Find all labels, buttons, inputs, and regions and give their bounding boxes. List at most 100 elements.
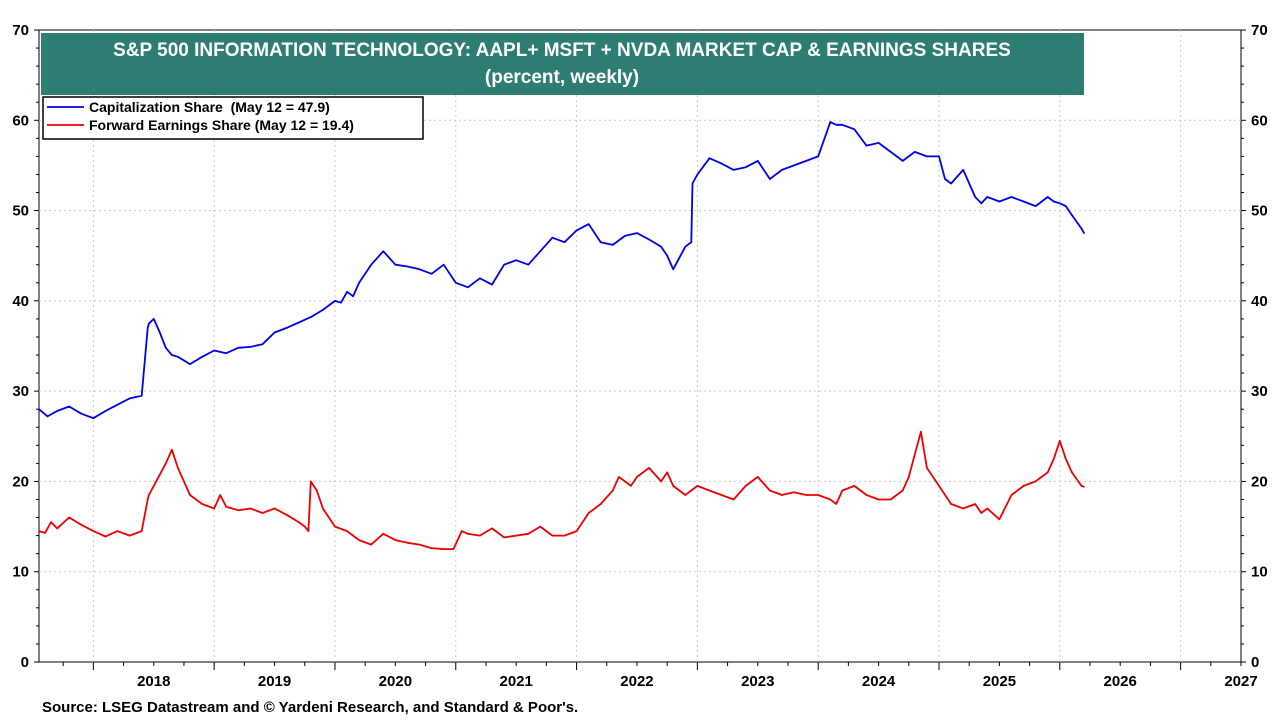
data-point — [1010, 494, 1013, 496]
data-point — [1080, 485, 1083, 487]
data-point — [1046, 471, 1049, 474]
y-tick-label-left: 20 — [12, 473, 29, 490]
data-point — [146, 327, 149, 329]
data-point — [128, 397, 131, 400]
data-point — [237, 347, 240, 349]
data-point — [189, 363, 191, 365]
y-tick-label-left: 70 — [12, 22, 29, 39]
data-point — [938, 485, 940, 487]
data-point — [1022, 200, 1025, 203]
data-point — [757, 476, 759, 478]
data-point — [1010, 196, 1013, 198]
x-tick-label: 2024 — [862, 673, 896, 690]
data-point — [148, 322, 150, 325]
data-point — [461, 530, 463, 532]
data-point — [1053, 200, 1055, 203]
data-point — [1053, 458, 1055, 460]
data-point — [1071, 471, 1073, 474]
data-point — [104, 535, 107, 538]
data-point — [146, 498, 149, 501]
chart-subtitle: (percent, weekly) — [485, 67, 639, 88]
data-point — [394, 539, 397, 541]
data-point — [116, 530, 119, 532]
y-tick-label-left: 0 — [21, 654, 29, 671]
data-point — [430, 273, 433, 275]
data-point — [599, 503, 602, 505]
data-point — [769, 178, 771, 180]
y-tick-label-right: 40 — [1251, 293, 1268, 310]
data-point — [986, 196, 989, 198]
x-tick-label: 2025 — [983, 673, 1016, 690]
data-point — [587, 512, 590, 514]
data-point — [452, 548, 455, 550]
data-point — [503, 536, 505, 539]
data-point — [648, 238, 650, 241]
data-point — [515, 259, 517, 262]
data-point — [901, 489, 904, 492]
x-tick-label: 2026 — [1104, 673, 1137, 690]
data-point — [38, 530, 40, 532]
data-point — [587, 223, 590, 225]
data-point — [297, 521, 300, 523]
data-point — [225, 352, 227, 355]
data-point — [1034, 480, 1037, 483]
y-tick-label-left: 50 — [12, 203, 29, 220]
data-point — [273, 507, 276, 510]
data-point — [612, 244, 614, 246]
data-point — [974, 503, 976, 505]
data-point — [769, 489, 771, 492]
data-point — [1034, 205, 1037, 207]
data-point — [599, 241, 602, 243]
data-point — [382, 250, 385, 252]
x-tick-label: 2019 — [258, 673, 291, 690]
data-point — [297, 321, 300, 324]
data-point — [551, 236, 554, 239]
legend: Capitalization Share (May 12 = 47.9) For… — [42, 96, 424, 140]
data-point — [732, 169, 735, 171]
data-point — [307, 530, 310, 532]
data-point — [805, 494, 807, 496]
data-point — [1071, 214, 1073, 216]
data-point — [237, 509, 240, 512]
data-point — [92, 417, 95, 420]
data-point — [285, 514, 288, 516]
data-point — [690, 241, 693, 243]
y-tick-label-right: 60 — [1251, 112, 1268, 129]
data-point — [563, 534, 566, 537]
data-point — [304, 525, 306, 528]
data-point — [793, 164, 795, 167]
data-point — [841, 489, 844, 492]
data-point — [467, 533, 469, 535]
data-point — [491, 527, 493, 530]
data-point — [201, 356, 203, 358]
y-tick-label-left: 40 — [12, 293, 29, 310]
data-point — [171, 449, 173, 451]
data-point — [177, 356, 179, 358]
data-point — [249, 346, 252, 348]
data-point — [46, 415, 49, 418]
data-point — [44, 532, 46, 534]
data-point — [877, 142, 880, 144]
data-point — [636, 476, 638, 478]
data-point — [708, 157, 711, 159]
data-point — [479, 277, 481, 280]
data-point — [630, 485, 632, 487]
data-point — [720, 494, 723, 496]
data-point — [527, 263, 530, 266]
data-point — [1065, 205, 1067, 207]
data-point — [817, 155, 819, 158]
chart-title: S&P 500 INFORMATION TECHNOLOGY: AAPL+ MS… — [113, 40, 1011, 61]
data-point — [980, 202, 983, 205]
data-point — [382, 533, 385, 535]
legend-box — [42, 96, 424, 140]
data-point — [189, 494, 191, 496]
data-point — [563, 241, 566, 243]
data-point — [153, 318, 155, 320]
data-point — [666, 254, 668, 257]
data-point — [672, 268, 674, 271]
data-point — [708, 489, 711, 492]
data-point — [908, 476, 910, 478]
data-point — [841, 124, 844, 126]
y-tick-label-right: 20 — [1251, 473, 1268, 490]
